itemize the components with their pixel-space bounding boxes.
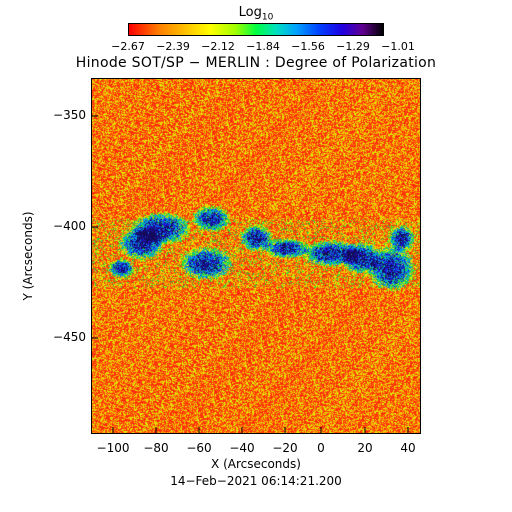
x-tick-label: 20 [357,441,373,455]
y-tick-label: −350 [53,108,86,122]
x-tick-label: −100 [96,441,130,455]
y-tick-label: −450 [53,330,86,344]
colorbar-title-subscript: 10 [261,12,274,23]
y-axis-label: Y (Arcseconds) [21,211,35,301]
x-tick-label: −60 [186,441,212,455]
colorbar-tick: −1.29 [336,40,370,53]
y-tick-label: −400 [53,219,86,233]
colorbar-tick-labels: −2.67 −2.39 −2.12 −1.84 −1.56 −1.29 −1.0… [100,40,415,54]
colorbar-tick: −1.56 [291,40,325,53]
x-tick-label: −20 [272,441,298,455]
colorbar [128,23,384,36]
observation-timestamp: 14−Feb−2021 06:14:21.200 [170,474,342,488]
plot-title: Hinode SOT/SP − MERLIN : Degree of Polar… [75,55,437,71]
colorbar-title: Log10 [0,5,512,23]
polarization-map [91,78,421,434]
x-tick-label: −80 [143,441,169,455]
x-tick-label: 40 [400,441,416,455]
x-tick-label: 0 [317,441,325,455]
x-axis-label: X (Arcseconds) [211,457,301,471]
colorbar-tick: −1.84 [246,40,280,53]
colorbar-tick: −2.39 [156,40,190,53]
colorbar-tick: −2.67 [111,40,145,53]
colorbar-tick: −2.12 [201,40,235,53]
x-tick-label: −40 [229,441,255,455]
colorbar-tick: −1.01 [381,40,415,53]
colorbar-title-text: Log [238,5,262,20]
